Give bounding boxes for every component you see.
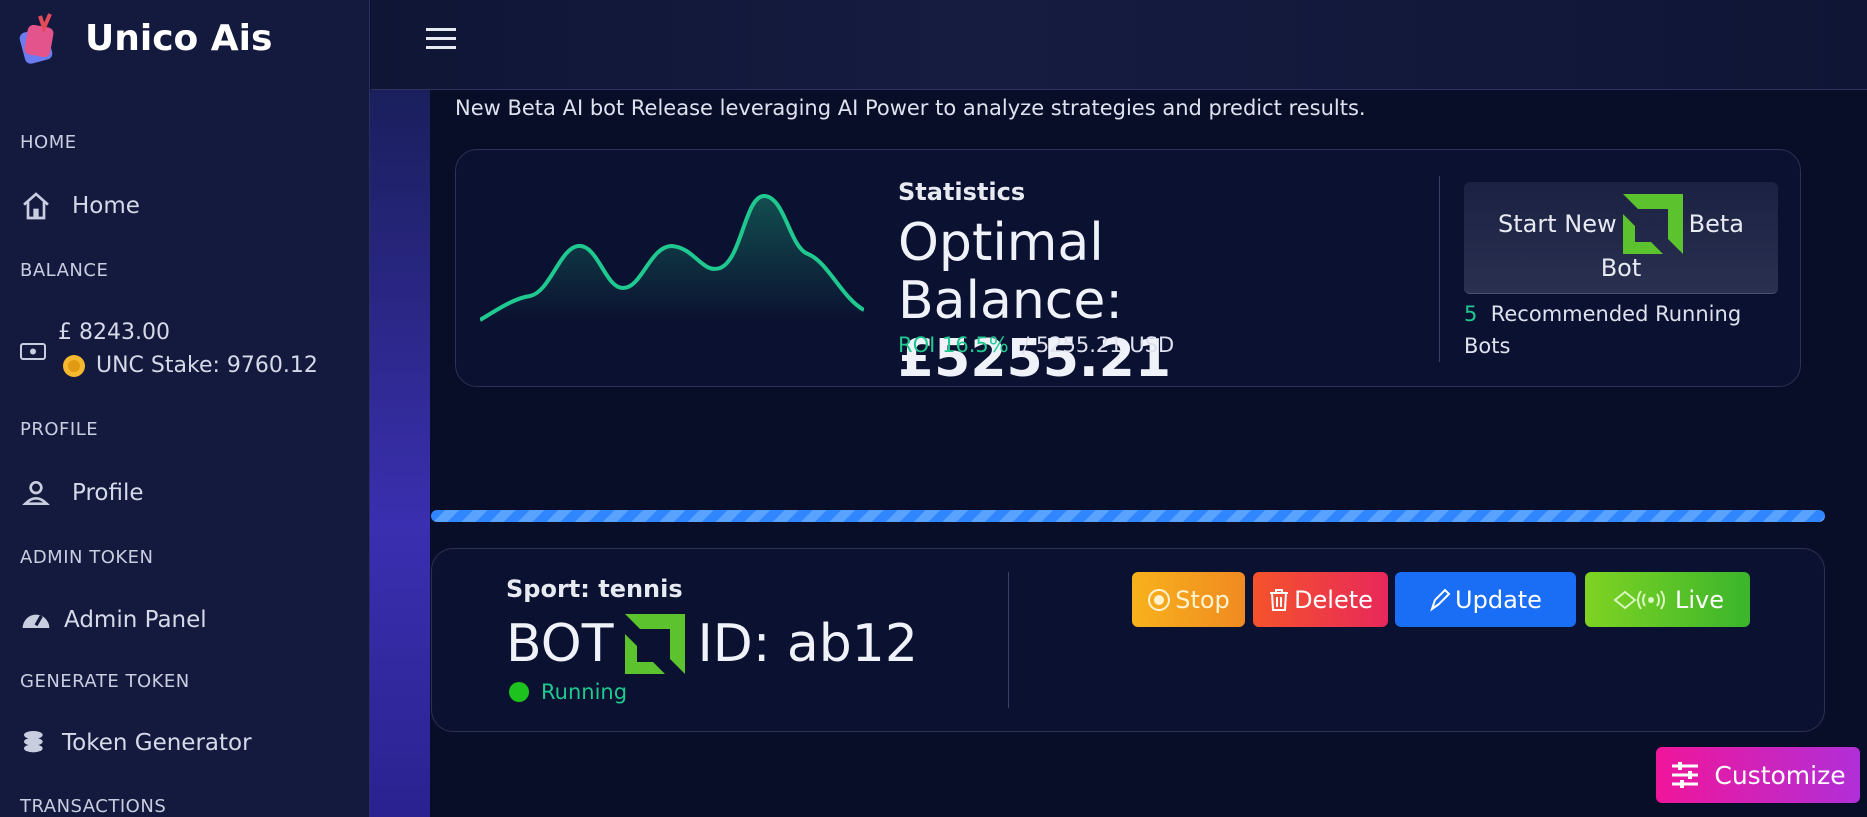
coins-icon <box>24 731 43 753</box>
section-label: BALANCE <box>20 260 109 281</box>
menu-button[interactable] <box>426 26 456 52</box>
button-text: Bot <box>1600 253 1642 282</box>
stop-button[interactable]: Stop <box>1132 572 1245 627</box>
sidebar: Unico Ais HOME Home BALANCE £ 8243.00 UN… <box>0 0 370 817</box>
stake-row: UNC Stake: 9760.12 <box>62 353 318 378</box>
nav-item[interactable]: Admin Panel <box>20 604 207 636</box>
section-label: HOME <box>20 132 77 153</box>
delete-icon <box>1270 588 1289 611</box>
delete-button[interactable]: Delete <box>1253 572 1388 627</box>
balance-value: £5255.21 <box>898 329 1172 389</box>
sparkline <box>480 194 864 322</box>
button-text: Start New <box>1498 209 1617 238</box>
gauge-icon <box>22 614 50 628</box>
status-dot <box>509 682 529 702</box>
start-bot-button[interactable]: Start New Beta Bot <box>1464 182 1778 294</box>
button-label: Live <box>1674 585 1724 614</box>
nav-label: Home <box>72 193 140 219</box>
divider <box>1008 572 1009 708</box>
bot-logo <box>1622 193 1683 254</box>
button-label: Update <box>1455 585 1542 614</box>
button-label: Delete <box>1294 585 1373 614</box>
section-label: PROFILE <box>20 419 99 440</box>
recommended-count: 5 <box>1464 302 1478 326</box>
balance-label: Optimal Balance: <box>898 213 1123 331</box>
roi: ROI 16.5% <box>898 333 1009 357</box>
nav-item[interactable]: Profile <box>20 477 144 509</box>
divider <box>1439 176 1440 362</box>
nav-label: Admin Panel <box>64 607 207 633</box>
optimal-balance: Optimal Balance: £5255.21 <box>898 214 1318 388</box>
stop-icon <box>1148 588 1171 611</box>
update-icon <box>1430 588 1451 612</box>
stake: UNC Stake: 9760.12 <box>96 353 318 378</box>
settings-icon <box>1672 762 1699 788</box>
customize-button[interactable]: Customize <box>1656 747 1860 803</box>
status: Running <box>541 680 628 704</box>
live-button[interactable]: Live <box>1585 572 1750 627</box>
button-text: Beta <box>1688 209 1744 238</box>
bot-id-row: BOT ID: ab12 <box>506 614 918 674</box>
wallet-icon <box>20 343 46 360</box>
usd: / 5255.21 USD <box>1022 333 1175 357</box>
bot-id: ID: ab12 <box>697 614 918 674</box>
home-icon <box>23 192 49 220</box>
recommended-text: Recommended Running Bots <box>1464 302 1742 358</box>
section-label: GENERATE TOKEN <box>20 671 190 692</box>
recommended: 5 Recommended Running Bots <box>1464 298 1774 362</box>
intro-text: New Beta AI bot Release leveraging AI Po… <box>455 96 1366 120</box>
nav-item[interactable]: Home <box>20 190 140 222</box>
coin-icon <box>63 354 85 377</box>
background-glow <box>370 90 430 817</box>
stats-card: Statistics Optimal Balance: £5255.21 ROI… <box>455 149 1801 388</box>
bot-prefix: BOT <box>506 614 614 674</box>
brand-logo <box>19 13 54 64</box>
brand-name: Unico Ais <box>85 18 273 59</box>
stats-heading: Statistics <box>898 178 1026 206</box>
sport: Sport: tennis <box>506 575 683 603</box>
balance: £ 8243.00 <box>58 320 170 345</box>
section-label: TRANSACTIONS <box>20 796 167 817</box>
nav-item[interactable]: Token Generator <box>20 727 252 759</box>
status-row: Running <box>509 680 627 704</box>
nav-label: Token Generator <box>62 730 252 756</box>
customize-label: Customize <box>1714 760 1846 790</box>
top-bar <box>371 0 1867 90</box>
section-label: ADMIN TOKEN <box>20 547 154 568</box>
profile-icon <box>22 481 50 505</box>
roi-row: ROI 16.5% / 5255.21 USD <box>898 333 1174 357</box>
nav-label: Profile <box>72 480 144 506</box>
button-label: Stop <box>1175 585 1230 614</box>
progress-bar <box>431 510 1825 522</box>
live-icon <box>1613 589 1665 610</box>
bot-logo <box>625 614 686 674</box>
update-button[interactable]: Update <box>1395 572 1576 627</box>
